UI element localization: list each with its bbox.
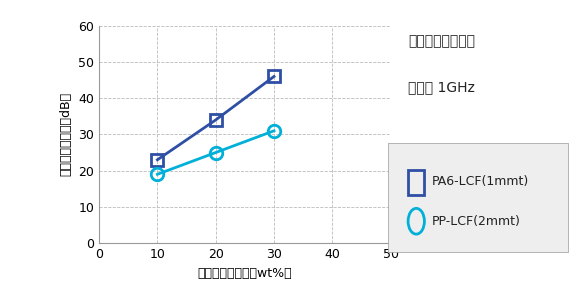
X-axis label: 炭素繊維含有率（wt%）: 炭素繊維含有率（wt%） — [198, 267, 292, 279]
Text: PP-LCF(2mmt): PP-LCF(2mmt) — [431, 215, 520, 228]
PP-LCF(2mmt) — [154, 172, 161, 176]
PP-LCF(2mmt) — [212, 151, 219, 154]
Line: PP-LCF(2mmt): PP-LCF(2mmt) — [151, 124, 280, 180]
Text: アドバンテスト法: アドバンテスト法 — [408, 34, 475, 48]
Text: PA6-LCF(1mmt): PA6-LCF(1mmt) — [431, 174, 529, 188]
Text: 周波数 1GHz: 周波数 1GHz — [408, 80, 475, 94]
PA6-LCF(1mmt) — [271, 75, 278, 78]
Y-axis label: 電波しゃへい性（dB）: 電波しゃへい性（dB） — [59, 92, 73, 176]
PA6-LCF(1mmt) — [154, 158, 161, 162]
PP-LCF(2mmt) — [271, 129, 278, 132]
PA6-LCF(1mmt) — [212, 118, 219, 122]
Line: PA6-LCF(1mmt): PA6-LCF(1mmt) — [151, 70, 280, 166]
